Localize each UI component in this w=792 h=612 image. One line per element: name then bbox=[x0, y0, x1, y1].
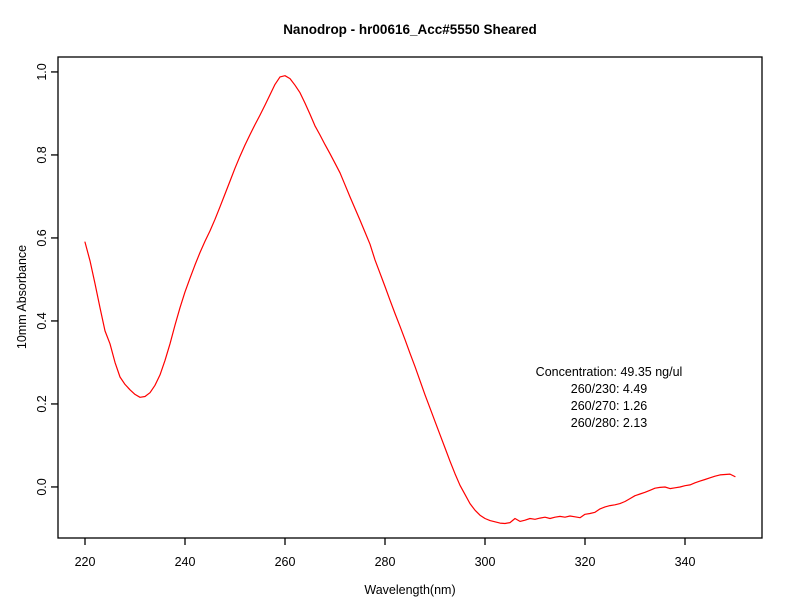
x-axis-label: Wavelength(nm) bbox=[364, 583, 456, 597]
annotation-ratio-260-280: 260/280: 2.13 bbox=[570, 416, 648, 430]
y-tick-label: 0.4 bbox=[35, 312, 49, 329]
chart-title: Nanodrop - hr00616_Acc#5550 Sheared bbox=[283, 22, 537, 37]
absorbance-curve bbox=[84, 75, 736, 525]
x-tick-label: 280 bbox=[375, 555, 396, 569]
x-tick-label: 320 bbox=[575, 555, 596, 569]
x-tick-label: 240 bbox=[175, 555, 196, 569]
annotation-block: Concentration: 49.35 ng/ul 260/230: 4.49… bbox=[536, 364, 683, 432]
y-tick-label: 0.6 bbox=[35, 229, 49, 246]
x-tick-label: 260 bbox=[275, 555, 296, 569]
y-tick-label: 0.2 bbox=[35, 395, 49, 412]
plot-box bbox=[57, 56, 763, 539]
x-tick-label: 220 bbox=[75, 555, 96, 569]
x-tick-label: 340 bbox=[675, 555, 696, 569]
x-tick-label: 300 bbox=[475, 555, 496, 569]
y-tick-label: 0.8 bbox=[35, 146, 49, 163]
y-tick-label: 0.0 bbox=[35, 478, 49, 495]
annotation-ratio-260-270: 260/270: 1.26 bbox=[570, 399, 648, 413]
annotation-ratio-260-230: 260/230: 4.49 bbox=[570, 382, 648, 396]
y-tick-label: 1.0 bbox=[35, 63, 49, 80]
y-axis-label: 10mm Absorbance bbox=[15, 244, 29, 350]
annotation-concentration: Concentration: 49.35 ng/ul bbox=[535, 365, 683, 379]
